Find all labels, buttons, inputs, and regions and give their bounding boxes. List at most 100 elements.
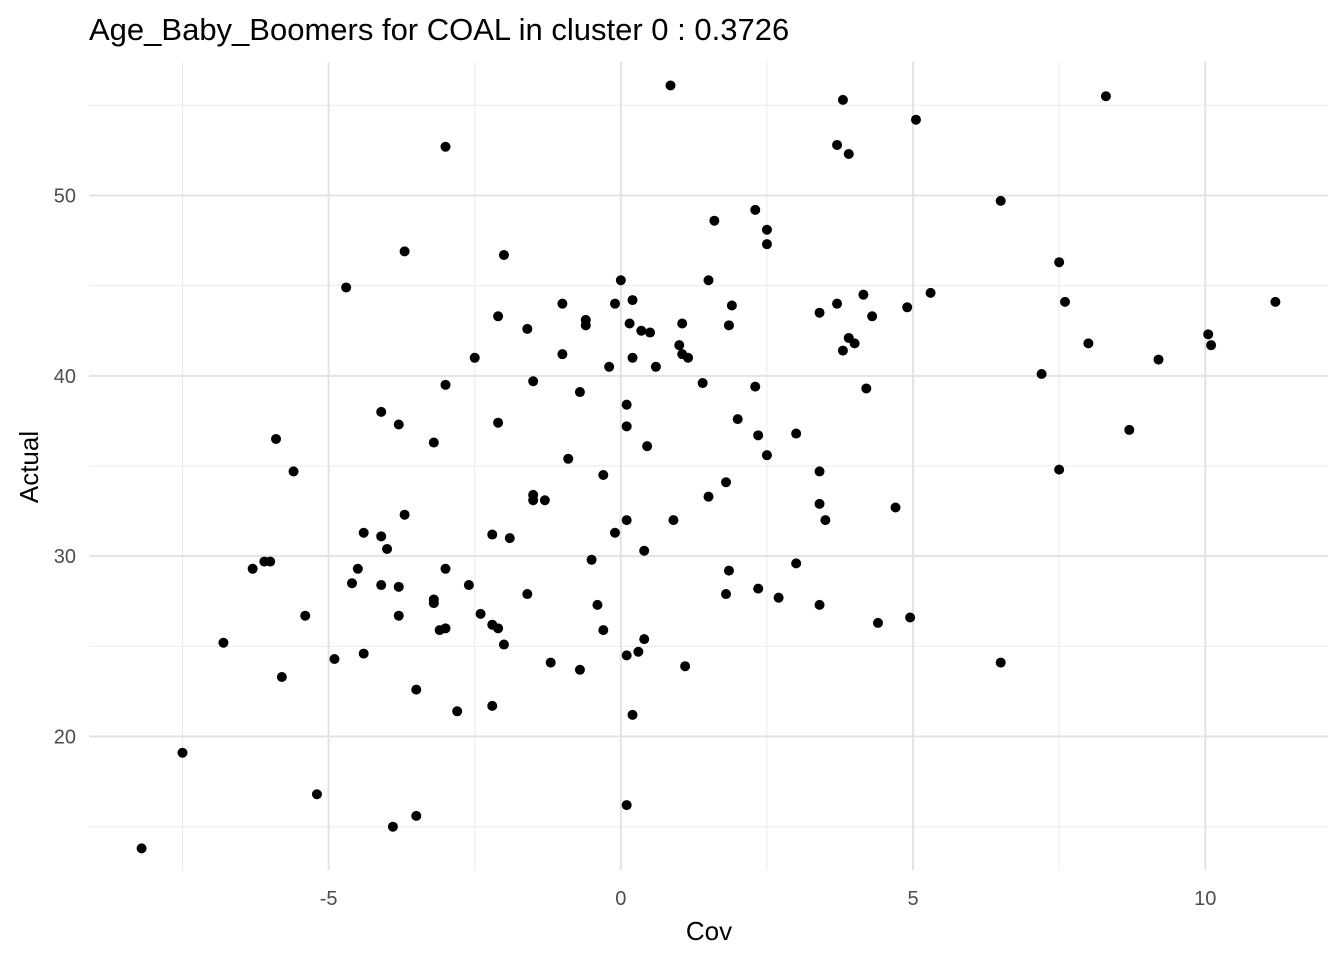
data-point-54 [528, 495, 539, 506]
data-point-118 [814, 599, 825, 610]
data-point-18 [376, 531, 387, 542]
data-point-146 [1203, 329, 1214, 340]
data-point-104 [732, 414, 743, 425]
data-point-102 [723, 565, 734, 576]
data-point-89 [668, 515, 679, 526]
data-point-77 [624, 318, 635, 329]
data-point-68 [604, 361, 615, 372]
data-point-23 [393, 581, 404, 592]
data-point-130 [872, 617, 883, 628]
data-point-86 [645, 327, 656, 338]
data-point-10 [311, 789, 322, 800]
data-point-7 [276, 672, 287, 683]
data-point-72 [621, 515, 632, 526]
data-point-124 [843, 148, 854, 159]
data-point-58 [557, 349, 568, 360]
data-point-88 [665, 80, 676, 91]
data-point-12 [341, 282, 352, 293]
data-point-145 [1153, 354, 1164, 365]
data-point-24 [393, 610, 404, 621]
data-point-147 [1206, 340, 1217, 351]
x-tick-labels: -5 0 5 10 [320, 888, 1217, 910]
data-point-79 [627, 709, 638, 720]
data-point-36 [440, 563, 451, 574]
data-point-107 [753, 430, 764, 441]
data-point-131 [890, 502, 901, 513]
data-point-57 [557, 298, 568, 309]
data-point-121 [832, 298, 843, 309]
data-point-43 [487, 529, 498, 540]
data-point-78 [627, 295, 638, 306]
data-point-116 [814, 466, 825, 477]
x-tick-label-0: -5 [320, 888, 338, 910]
chart-title: Age_Baby_Boomers for COAL in cluster 0 :… [89, 12, 789, 47]
data-point-15 [358, 527, 369, 538]
data-point-69 [609, 298, 620, 309]
data-point-101 [723, 320, 734, 331]
x-axis-label: Cov [686, 916, 732, 946]
data-point-63 [580, 320, 591, 331]
data-point-99 [721, 589, 732, 600]
x-tick-label-1: 0 [615, 888, 626, 910]
data-point-61 [574, 664, 585, 675]
data-point-8 [288, 466, 299, 477]
data-point-115 [814, 307, 825, 318]
data-point-56 [545, 657, 556, 668]
data-point-82 [636, 325, 647, 336]
data-points [136, 80, 1281, 854]
data-point-34 [440, 623, 451, 634]
data-point-27 [411, 684, 422, 695]
data-point-93 [680, 661, 691, 672]
data-point-129 [867, 311, 878, 322]
data-point-94 [683, 352, 694, 363]
data-point-21 [387, 821, 398, 832]
data-point-106 [750, 381, 761, 392]
data-point-46 [493, 623, 504, 634]
data-point-67 [598, 625, 609, 636]
data-point-127 [858, 289, 869, 300]
data-point-31 [428, 598, 439, 609]
data-point-20 [382, 543, 393, 554]
data-point-144 [1124, 424, 1135, 435]
data-point-41 [487, 700, 498, 711]
data-point-92 [677, 318, 688, 329]
data-point-47 [498, 249, 509, 260]
data-point-26 [399, 246, 410, 257]
data-point-2 [218, 637, 229, 648]
data-point-133 [905, 612, 916, 623]
grid-major [89, 62, 1328, 870]
data-point-137 [995, 657, 1006, 668]
data-point-9 [300, 610, 311, 621]
data-point-113 [791, 428, 802, 439]
data-point-85 [642, 441, 653, 452]
data-point-135 [925, 287, 936, 298]
data-point-134 [910, 114, 921, 125]
data-point-76 [621, 800, 632, 811]
data-point-49 [504, 533, 515, 544]
y-tick-label-1: 30 [54, 546, 76, 568]
data-point-122 [837, 94, 848, 105]
data-point-100 [721, 477, 732, 488]
data-point-90 [674, 340, 685, 351]
data-point-128 [861, 383, 872, 394]
data-point-6 [271, 433, 282, 444]
data-point-87 [650, 361, 661, 372]
data-point-48 [498, 639, 509, 650]
data-point-19 [376, 580, 387, 591]
data-point-55 [539, 495, 550, 506]
data-point-59 [563, 453, 574, 464]
data-point-138 [1036, 369, 1047, 380]
data-point-38 [463, 580, 474, 591]
data-point-96 [703, 275, 714, 286]
data-point-103 [726, 300, 737, 311]
data-point-70 [609, 527, 620, 538]
data-point-51 [522, 589, 533, 600]
data-point-84 [639, 545, 650, 556]
data-point-37 [452, 706, 463, 717]
data-point-136 [995, 195, 1006, 206]
data-point-95 [697, 378, 708, 389]
y-tick-label-2: 40 [54, 366, 76, 388]
data-point-17 [376, 406, 387, 417]
y-axis-label: Actual [14, 431, 44, 503]
data-point-29 [428, 437, 439, 448]
